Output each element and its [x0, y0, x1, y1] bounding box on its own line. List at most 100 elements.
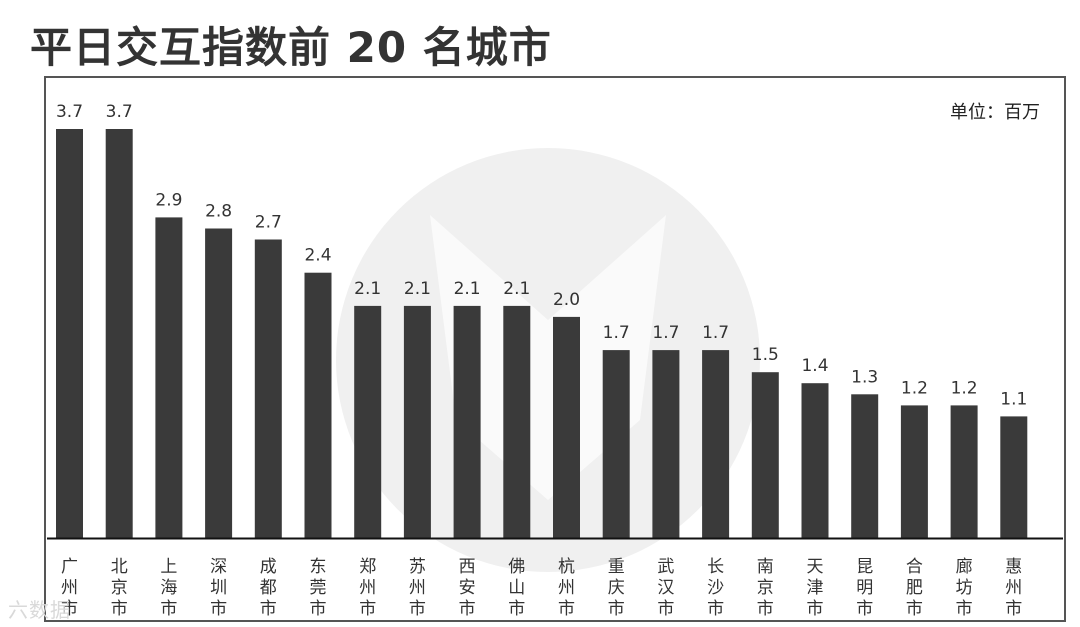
- category-label-char: 成: [260, 557, 277, 577]
- category-label-char: 京: [757, 578, 774, 598]
- category-label-char: 沙: [707, 578, 724, 598]
- value-label-7: 2.1: [404, 279, 431, 299]
- category-label-17: 合肥市: [906, 557, 923, 619]
- category-label-char: 州: [558, 578, 575, 598]
- category-label-char: 莞: [310, 578, 327, 598]
- value-label-8: 2.1: [454, 279, 481, 299]
- category-label-char: 肥: [906, 578, 923, 598]
- category-label-char: 市: [856, 599, 873, 619]
- category-label-char: 庆: [608, 578, 625, 598]
- category-label-char: 惠: [1005, 557, 1022, 577]
- category-label-3: 深圳市: [210, 557, 227, 619]
- category-label-char: 州: [61, 578, 78, 598]
- category-label-char: 天: [807, 557, 824, 577]
- category-label-14: 南京市: [757, 557, 774, 619]
- category-label-char: 市: [260, 599, 277, 619]
- category-label-12: 武汉市: [657, 557, 674, 619]
- category-label-15: 天津市: [807, 557, 824, 619]
- bar-11: [602, 350, 630, 538]
- value-label-15: 1.4: [801, 356, 828, 376]
- bar-5: [304, 272, 332, 538]
- value-label-1: 3.7: [106, 102, 133, 122]
- value-label-18: 1.2: [951, 378, 978, 398]
- category-label-char: 市: [608, 599, 625, 619]
- bar-1: [105, 129, 133, 538]
- bar-15: [801, 383, 829, 538]
- category-label-char: 市: [657, 599, 674, 619]
- bar-16: [851, 394, 879, 538]
- category-label-char: 市: [409, 599, 426, 619]
- category-label-char: 广: [61, 557, 78, 577]
- value-label-11: 1.7: [603, 323, 630, 343]
- category-label-char: 山: [508, 578, 525, 598]
- category-label-char: 重: [608, 557, 625, 577]
- bar-17: [900, 405, 928, 538]
- category-label-char: 市: [310, 599, 327, 619]
- category-label-char: 京: [111, 578, 128, 598]
- category-label-char: 杭: [558, 557, 575, 577]
- bar-13: [702, 350, 730, 538]
- category-label-13: 长沙市: [707, 557, 724, 619]
- category-label-char: 西: [459, 557, 476, 577]
- category-label-char: 市: [1005, 599, 1022, 619]
- category-label-char: 圳: [210, 578, 227, 598]
- value-label-5: 2.4: [304, 246, 331, 266]
- category-label-char: 明: [856, 578, 873, 598]
- watermark-text: 六数据: [8, 598, 71, 622]
- category-label-char: 武: [657, 557, 674, 577]
- bar-0: [56, 129, 83, 538]
- value-label-19: 1.1: [1000, 389, 1027, 409]
- value-label-0: 3.7: [56, 102, 83, 122]
- logo-watermark: [336, 148, 760, 572]
- category-label-18: 廊坊市: [956, 557, 973, 619]
- bar-3: [205, 228, 233, 538]
- category-label-char: 市: [359, 599, 376, 619]
- category-label-char: 市: [459, 599, 476, 619]
- category-label-char: 长: [707, 557, 724, 577]
- category-label-char: 昆: [856, 557, 873, 577]
- bar-7: [403, 305, 431, 538]
- category-label-char: 坊: [956, 578, 973, 598]
- category-label-16: 昆明市: [856, 557, 873, 619]
- category-label-char: 苏: [409, 557, 426, 577]
- category-label-5: 东莞市: [310, 557, 327, 619]
- category-label-8: 西安市: [459, 557, 476, 619]
- category-label-2: 上海市: [160, 557, 177, 619]
- category-label-char: 市: [508, 599, 525, 619]
- category-label-char: 市: [707, 599, 724, 619]
- category-label-0: 广州市: [61, 557, 78, 619]
- category-label-char: 佛: [508, 557, 525, 577]
- category-label-9: 佛山市: [508, 557, 525, 619]
- category-label-char: 市: [111, 599, 128, 619]
- category-label-7: 苏州市: [409, 557, 426, 619]
- bar-19: [1000, 416, 1028, 538]
- category-label-char: 市: [906, 599, 923, 619]
- category-label-char: 南: [757, 557, 774, 577]
- category-label-char: 安: [459, 578, 476, 598]
- bar-4: [254, 239, 282, 538]
- category-label-char: 上: [160, 557, 177, 577]
- value-label-3: 2.8: [205, 202, 232, 222]
- unit-label: 单位：百万: [950, 102, 1040, 123]
- bar-14: [751, 372, 779, 538]
- bar-6: [354, 305, 382, 538]
- value-label-12: 1.7: [652, 323, 679, 343]
- bar-18: [950, 405, 978, 538]
- category-label-19: 惠州市: [1005, 557, 1022, 619]
- category-label-char: 郑: [359, 557, 376, 577]
- category-label-char: 津: [807, 578, 824, 598]
- category-label-char: 州: [1005, 578, 1022, 598]
- category-label-char: 北: [111, 557, 128, 577]
- value-label-2: 2.9: [155, 190, 182, 210]
- category-label-char: 廊: [956, 557, 973, 577]
- bar-10: [553, 316, 580, 538]
- category-labels-group: 广州市北京市上海市深圳市成都市东莞市郑州市苏州市西安市佛山市杭州市重庆市武汉市长…: [61, 557, 1022, 619]
- category-label-char: 市: [807, 599, 824, 619]
- category-label-char: 都: [260, 578, 277, 598]
- category-label-char: 市: [956, 599, 973, 619]
- value-label-4: 2.7: [255, 213, 282, 233]
- category-label-6: 郑州市: [359, 557, 376, 619]
- value-label-9: 2.1: [503, 279, 530, 299]
- bar-8: [453, 305, 481, 538]
